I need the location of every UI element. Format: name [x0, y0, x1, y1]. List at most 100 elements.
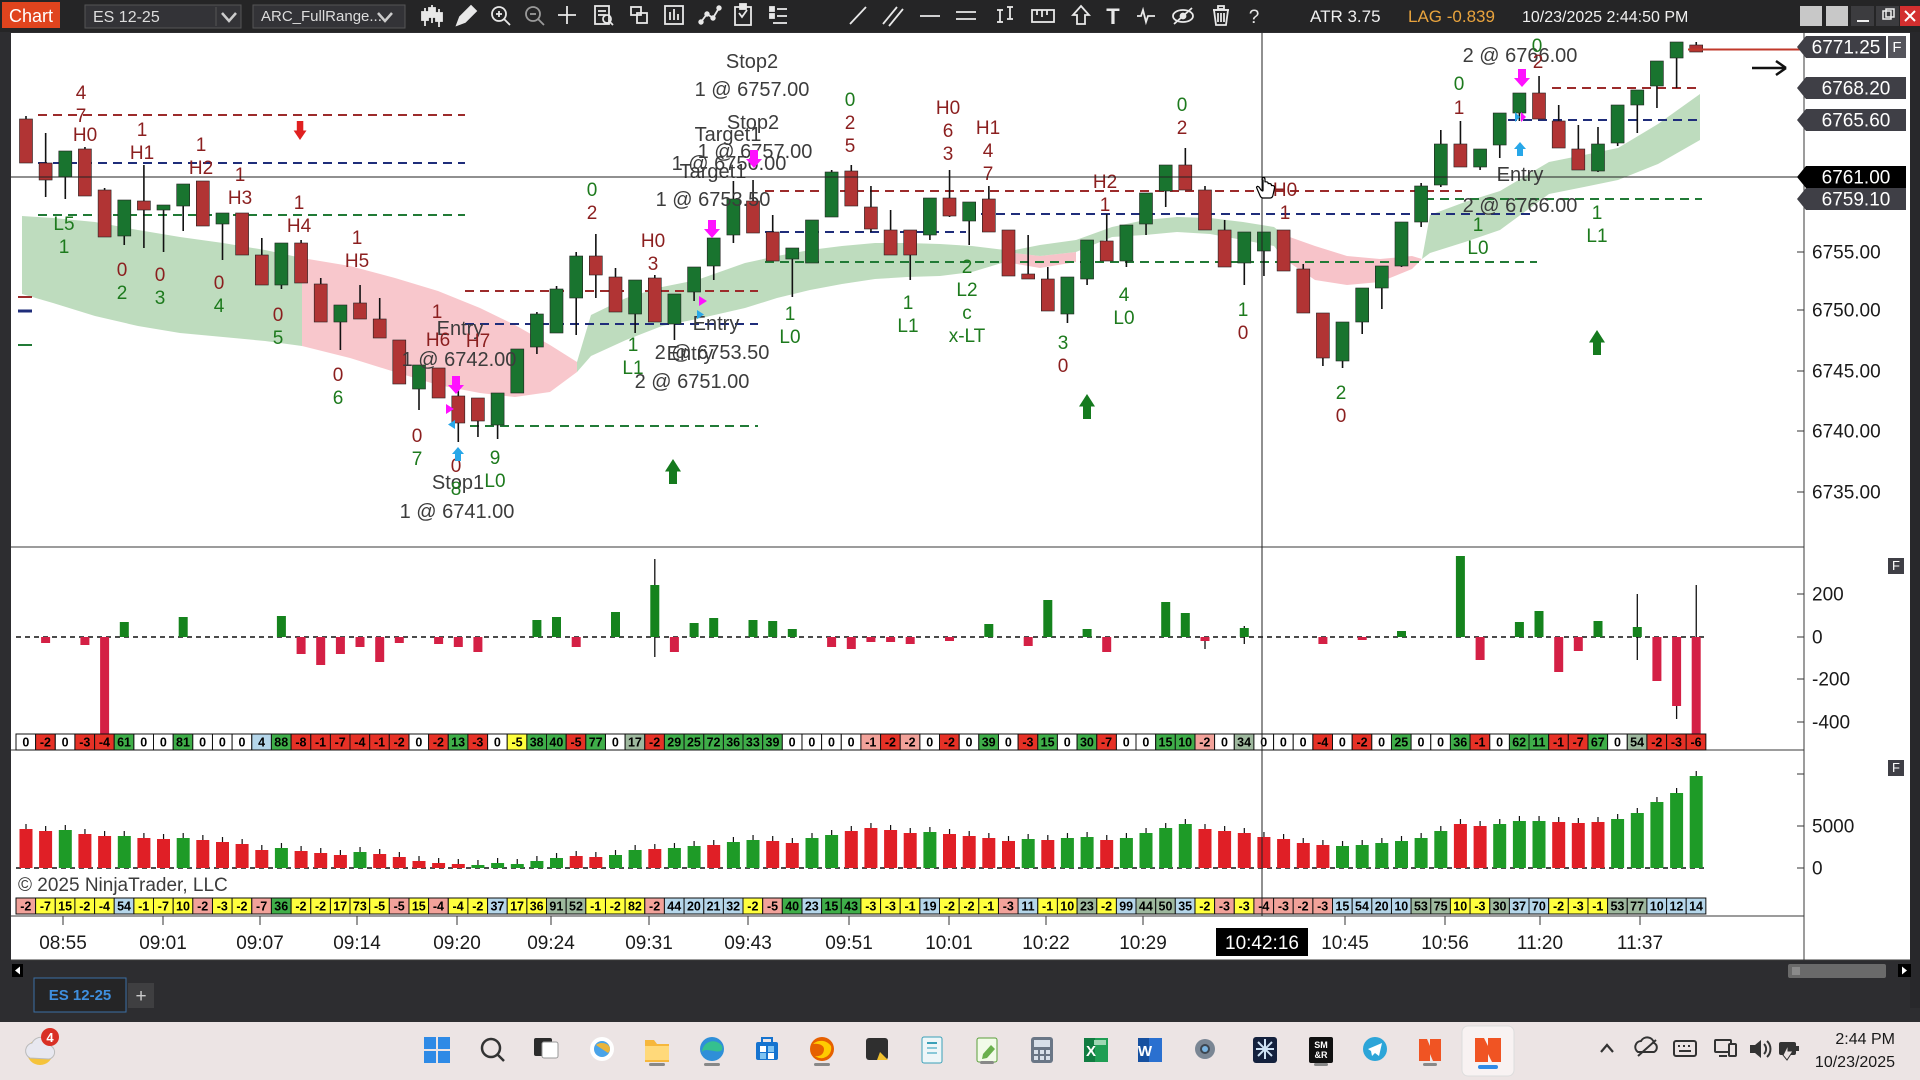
svg-text:LAG -0.839: LAG -0.839 — [1408, 7, 1495, 26]
svg-text:0: 0 — [333, 365, 344, 386]
svg-text:-1: -1 — [590, 900, 601, 914]
svg-text:F: F — [1892, 760, 1900, 775]
svg-text:23: 23 — [1080, 900, 1094, 914]
svg-text:1: 1 — [785, 304, 796, 325]
svg-text:8: 8 — [451, 479, 462, 500]
svg-text:-3: -3 — [1219, 900, 1230, 914]
svg-text:11:20: 11:20 — [1517, 933, 1563, 954]
svg-text:39: 39 — [982, 736, 996, 750]
svg-text:1: 1 — [1454, 98, 1465, 119]
svg-text:6750.00: 6750.00 — [1812, 301, 1881, 322]
svg-text:0: 0 — [1221, 736, 1228, 750]
svg-text:54: 54 — [117, 900, 131, 914]
svg-text:50: 50 — [1159, 900, 1173, 914]
svg-text:-2: -2 — [79, 900, 90, 914]
svg-text:15: 15 — [1159, 736, 1173, 750]
svg-text:23: 23 — [805, 900, 819, 914]
svg-text:09:14: 09:14 — [333, 933, 381, 954]
svg-text:0: 0 — [612, 736, 619, 750]
svg-text:0: 0 — [219, 736, 226, 750]
svg-text:-2: -2 — [40, 736, 51, 750]
svg-text:-3: -3 — [1022, 736, 1033, 750]
svg-text:40: 40 — [785, 900, 799, 914]
svg-text:L1: L1 — [897, 316, 918, 337]
svg-text:5: 5 — [845, 136, 856, 157]
svg-text:20: 20 — [687, 900, 701, 914]
svg-text:0: 0 — [415, 736, 422, 750]
svg-text:-7: -7 — [1101, 736, 1112, 750]
svg-text:0: 0 — [1280, 736, 1287, 750]
svg-text:-1: -1 — [1474, 736, 1485, 750]
svg-text:-1: -1 — [374, 736, 385, 750]
svg-text:H6: H6 — [426, 330, 450, 351]
svg-text:0: 0 — [1417, 736, 1424, 750]
svg-text:0: 0 — [199, 736, 206, 750]
svg-text:-3: -3 — [1278, 900, 1289, 914]
svg-text:0: 0 — [1260, 736, 1267, 750]
svg-text:29: 29 — [667, 736, 681, 750]
svg-text:2 @ 6766.00: 2 @ 6766.00 — [1463, 195, 1578, 217]
svg-text:-5: -5 — [511, 736, 522, 750]
svg-text:-2: -2 — [944, 900, 955, 914]
svg-text:38: 38 — [530, 736, 544, 750]
svg-text:88: 88 — [274, 736, 288, 750]
svg-text:15: 15 — [412, 900, 426, 914]
svg-text:1: 1 — [1473, 215, 1484, 236]
svg-text:6740.00: 6740.00 — [1812, 422, 1881, 443]
svg-text:-3: -3 — [1317, 900, 1328, 914]
svg-text:-1: -1 — [1592, 900, 1603, 914]
svg-text:-2: -2 — [1199, 736, 1210, 750]
svg-text:-3: -3 — [1671, 736, 1682, 750]
svg-text:5000: 5000 — [1812, 817, 1854, 838]
svg-text:0: 0 — [1123, 736, 1130, 750]
svg-text:4: 4 — [983, 141, 994, 162]
svg-text:7: 7 — [412, 449, 423, 470]
svg-text:0: 0 — [238, 736, 245, 750]
svg-text:Stop2: Stop2 — [727, 112, 779, 134]
svg-text:2:44 PM: 2:44 PM — [1835, 1031, 1895, 1048]
svg-text:10: 10 — [1178, 736, 1192, 750]
svg-text:-3: -3 — [472, 736, 483, 750]
svg-text:20: 20 — [1375, 900, 1389, 914]
svg-text:Entry: Entry — [667, 343, 714, 365]
svg-text:30: 30 — [1493, 900, 1507, 914]
svg-text:10:56: 10:56 — [1421, 933, 1469, 954]
svg-text:H2: H2 — [189, 158, 213, 179]
svg-text:5: 5 — [273, 328, 284, 349]
svg-text:0: 0 — [966, 736, 973, 750]
svg-text:-4: -4 — [99, 900, 110, 914]
svg-text:3: 3 — [943, 144, 954, 165]
svg-text:-3: -3 — [885, 900, 896, 914]
svg-text:-4: -4 — [433, 900, 444, 914]
svg-text:ES 12-25: ES 12-25 — [49, 987, 112, 1004]
svg-text:1: 1 — [196, 135, 207, 156]
svg-text:0: 0 — [140, 736, 147, 750]
svg-text:2: 2 — [587, 203, 598, 224]
svg-text:36: 36 — [274, 900, 288, 914]
svg-text:0: 0 — [1812, 628, 1823, 649]
svg-text:10: 10 — [1060, 900, 1074, 914]
svg-text:6745.00: 6745.00 — [1812, 362, 1881, 383]
svg-text:53: 53 — [1414, 900, 1428, 914]
svg-text:1: 1 — [137, 120, 148, 141]
svg-text:-3: -3 — [865, 900, 876, 914]
svg-text:0: 0 — [808, 736, 815, 750]
svg-text:10:42:16: 10:42:16 — [1225, 933, 1299, 954]
svg-text:15: 15 — [58, 900, 72, 914]
svg-text:0: 0 — [412, 426, 423, 447]
svg-text:L0: L0 — [484, 471, 505, 492]
svg-text:0: 0 — [1437, 736, 1444, 750]
svg-text:0: 0 — [1532, 36, 1543, 57]
svg-text:0: 0 — [789, 736, 796, 750]
svg-text:-4: -4 — [1317, 736, 1328, 750]
svg-text:4: 4 — [214, 296, 225, 317]
svg-text:1: 1 — [903, 293, 914, 314]
svg-text:6: 6 — [333, 388, 344, 409]
svg-text:1: 1 — [235, 165, 246, 186]
svg-text:54: 54 — [1355, 900, 1369, 914]
svg-text:-4: -4 — [99, 736, 110, 750]
svg-text:2 @ 6753.50: 2 @ 6753.50 — [655, 342, 770, 364]
svg-text:F: F — [1892, 558, 1900, 573]
svg-text:0: 0 — [160, 736, 167, 750]
svg-text:-3: -3 — [1474, 900, 1485, 914]
